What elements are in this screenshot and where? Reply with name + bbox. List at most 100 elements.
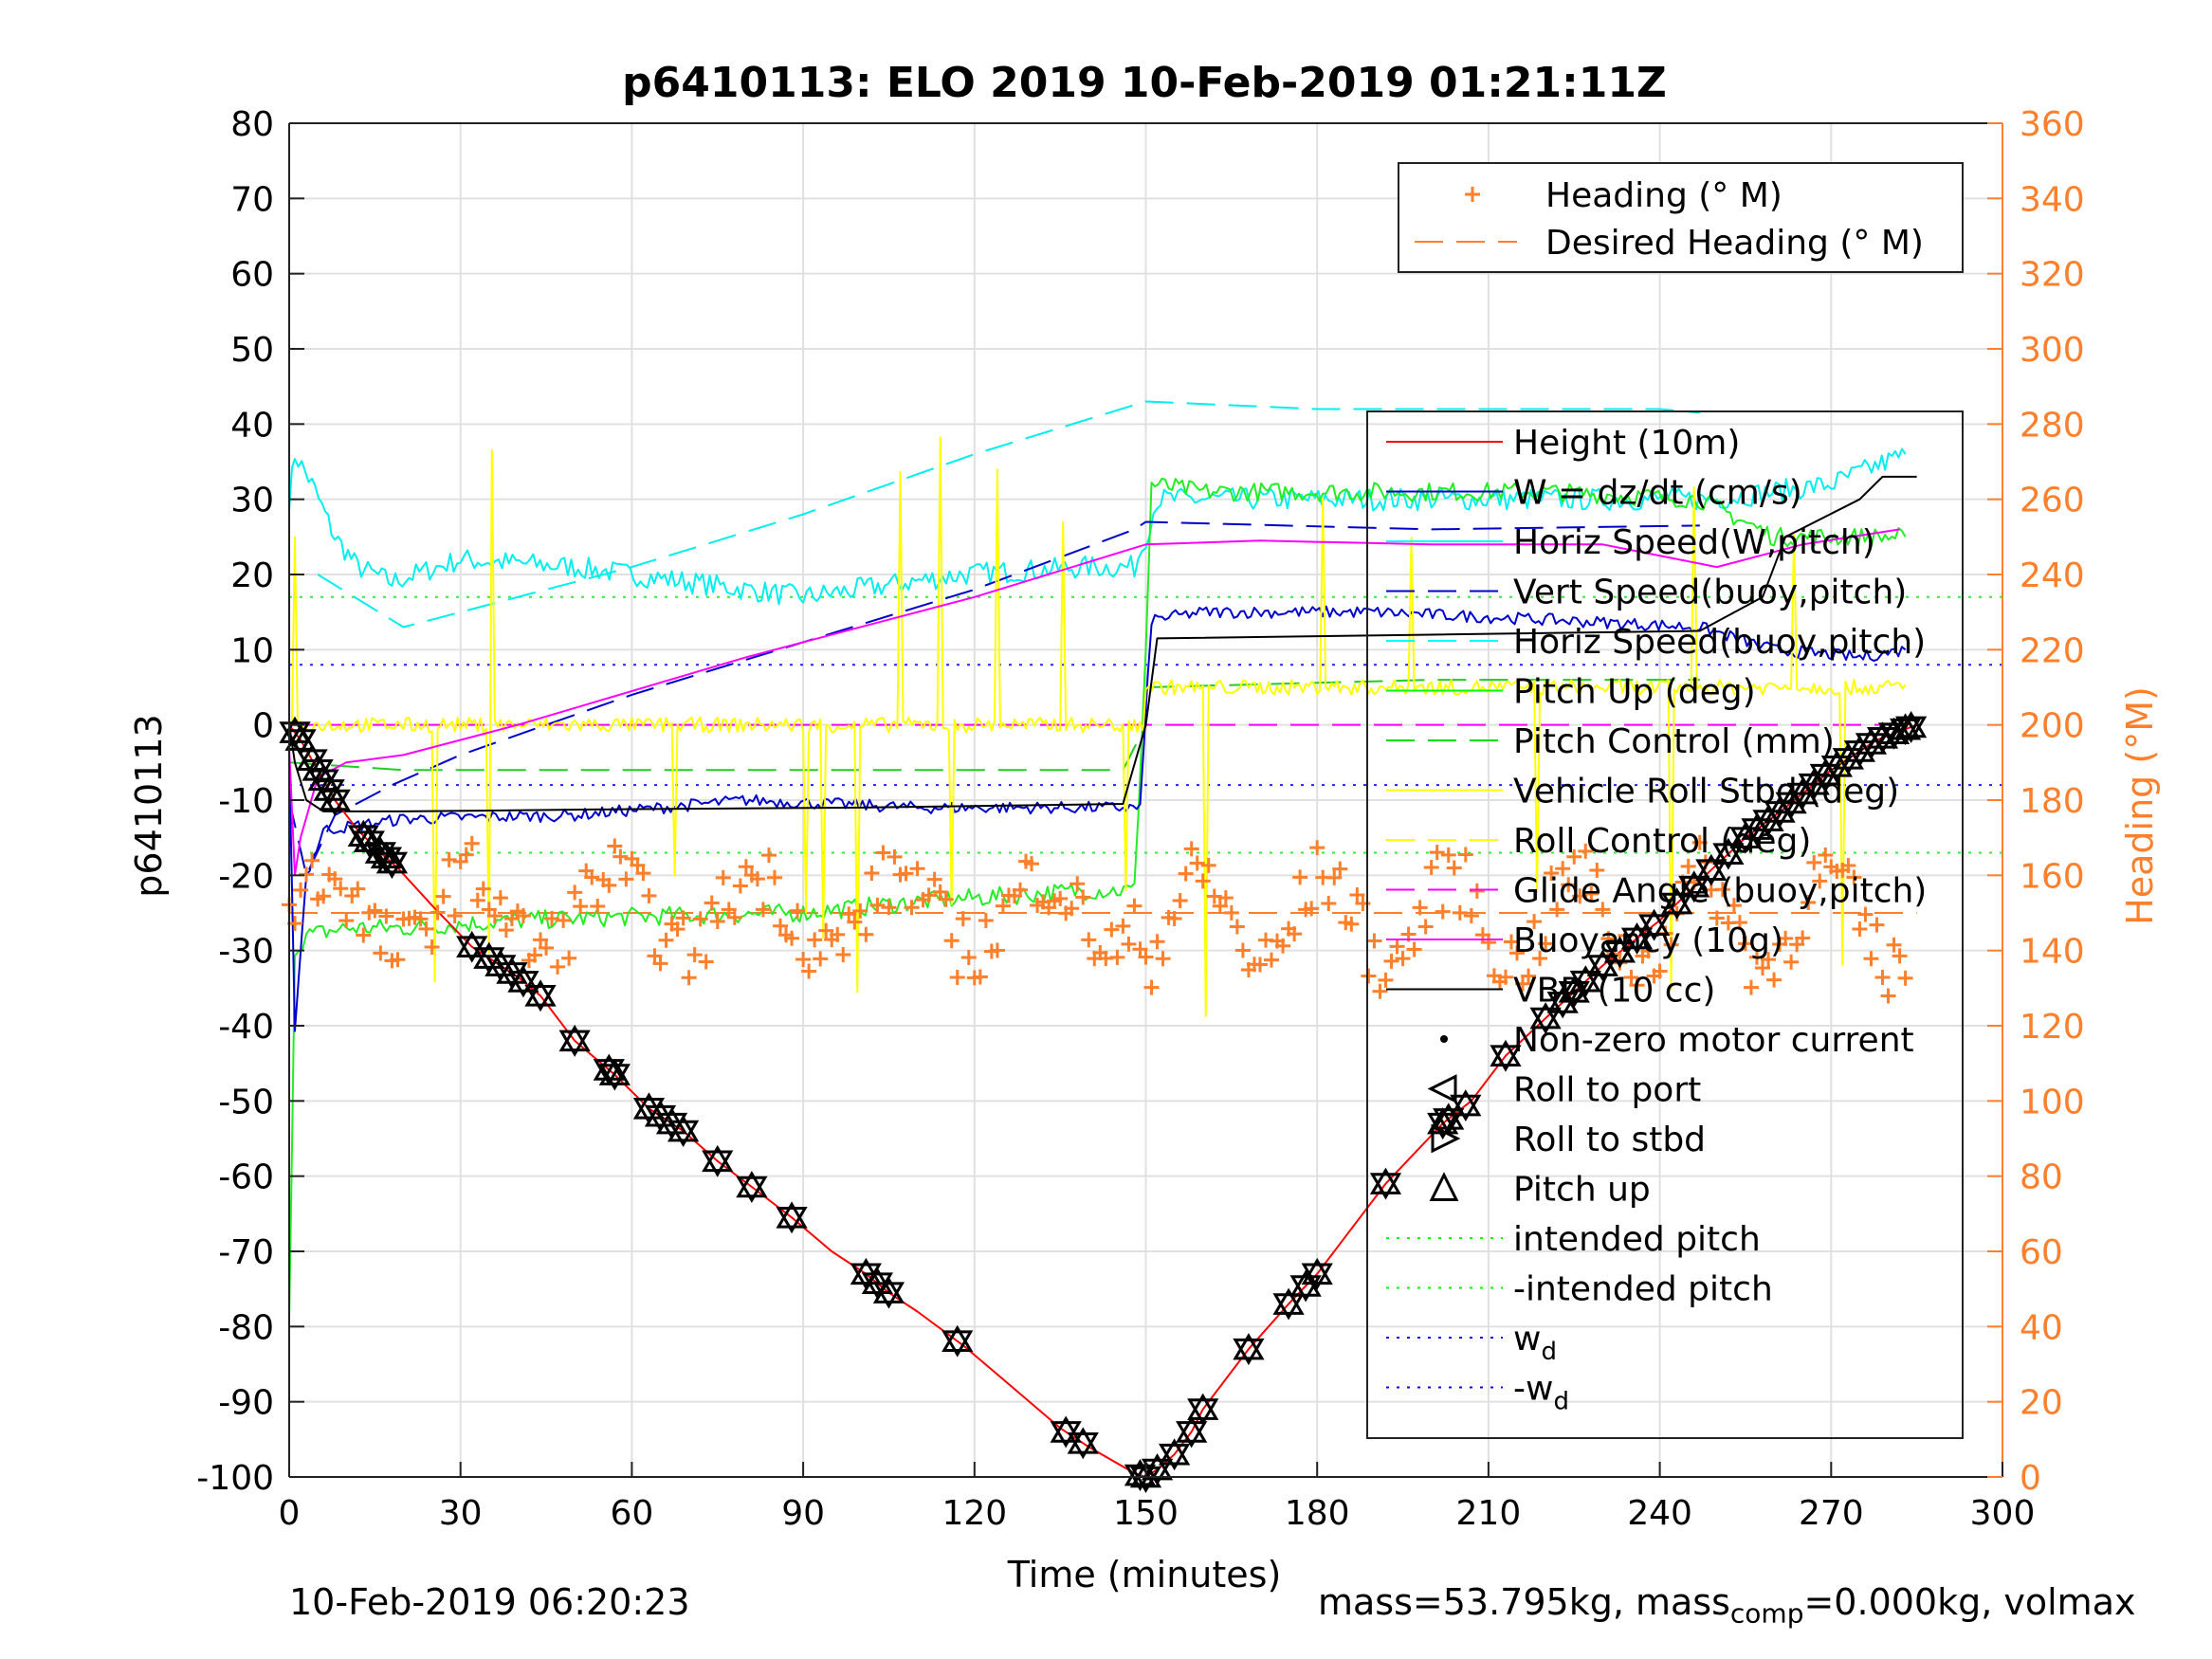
heading-marker bbox=[333, 881, 349, 897]
pitch-up-marker bbox=[1895, 710, 1928, 738]
legend-label-sub: d bbox=[1541, 1338, 1557, 1366]
heading-marker bbox=[1189, 855, 1205, 871]
pitch-up-marker bbox=[1620, 922, 1654, 950]
heading-marker bbox=[675, 910, 691, 926]
heading-markers bbox=[282, 834, 1913, 1004]
heading-marker bbox=[630, 857, 646, 873]
roll-marker bbox=[1586, 955, 1618, 982]
roll-marker bbox=[1546, 992, 1579, 1019]
roll-marker bbox=[1798, 773, 1830, 801]
heading-marker bbox=[1869, 917, 1885, 933]
heading-marker bbox=[556, 912, 572, 928]
pitch-up-marker bbox=[1695, 853, 1728, 881]
heading-marker bbox=[784, 930, 800, 946]
heading-marker bbox=[1344, 916, 1360, 932]
legend-label: -intended pitch bbox=[1513, 1270, 1773, 1309]
heading-marker bbox=[447, 908, 463, 924]
pitch-up-marker bbox=[1661, 887, 1693, 915]
legend-label: Pitch up bbox=[1513, 1171, 1651, 1210]
horiz-speed-w-line bbox=[288, 447, 1907, 606]
legend-label: Vehicle Roll Stbd (deg) bbox=[1513, 773, 1899, 811]
heading-marker bbox=[1229, 919, 1245, 935]
heading-marker bbox=[795, 952, 812, 968]
heading-marker bbox=[1166, 911, 1182, 927]
roll-marker bbox=[1569, 970, 1601, 998]
heading-marker bbox=[1223, 904, 1239, 921]
heading-marker bbox=[561, 950, 577, 966]
heading-marker bbox=[293, 882, 309, 898]
pitch-up-marker bbox=[1712, 837, 1745, 865]
roll-marker bbox=[702, 1150, 734, 1177]
heading-marker bbox=[584, 869, 600, 885]
heading-marker bbox=[647, 948, 663, 964]
plot-area bbox=[279, 400, 2002, 1493]
heading-marker bbox=[830, 926, 846, 942]
heading-marker bbox=[373, 945, 389, 961]
pitch-up-marker bbox=[1067, 1427, 1099, 1454]
legend-label: intended pitch bbox=[1513, 1220, 1761, 1259]
heading-marker bbox=[1183, 841, 1199, 857]
heading-marker bbox=[1623, 970, 1639, 986]
heading-marker bbox=[1121, 936, 1137, 952]
heading-marker bbox=[818, 922, 834, 939]
y-tick-label: -80 bbox=[218, 1308, 274, 1347]
roll-marker bbox=[1067, 1432, 1099, 1460]
heading-marker bbox=[418, 921, 434, 937]
heading-marker bbox=[1892, 948, 1908, 964]
y2-tick-label: 120 bbox=[2020, 1008, 2085, 1047]
pitch-up-marker bbox=[524, 979, 557, 1007]
roll-marker bbox=[1889, 718, 1922, 746]
heading-marker bbox=[1172, 893, 1188, 909]
heading-marker bbox=[1115, 918, 1131, 934]
heading-marker bbox=[1572, 888, 1588, 904]
heading-marker bbox=[486, 908, 503, 924]
roll-marker bbox=[1369, 1173, 1402, 1200]
heading-marker bbox=[1561, 877, 1577, 893]
heading-marker bbox=[692, 911, 708, 927]
heading-marker bbox=[1480, 935, 1496, 951]
legend-swatch bbox=[1440, 1035, 1448, 1043]
heading-marker bbox=[1332, 861, 1348, 877]
heading-marker bbox=[1737, 936, 1753, 952]
heading-marker bbox=[1457, 847, 1473, 863]
roll-marker bbox=[736, 1176, 768, 1203]
heading-marker bbox=[1663, 937, 1679, 953]
heading-marker bbox=[641, 887, 657, 903]
heading-marker bbox=[1052, 890, 1069, 906]
roll-marker bbox=[507, 971, 539, 998]
roll-marker bbox=[1233, 1338, 1265, 1366]
pitch-control-lo-line bbox=[288, 724, 1147, 772]
heading-marker bbox=[1463, 908, 1479, 924]
heading-marker bbox=[869, 897, 886, 913]
heading-marker bbox=[1897, 970, 1913, 986]
heading-marker bbox=[995, 898, 1011, 914]
x-tick-label: 60 bbox=[610, 1494, 653, 1533]
pitch-up-marker bbox=[1490, 1039, 1522, 1067]
heading-marker bbox=[612, 848, 629, 865]
pitch-up-marker bbox=[456, 930, 488, 957]
y-tick-label: 80 bbox=[230, 105, 274, 144]
heading-marker bbox=[760, 848, 777, 864]
y-tick-label: -20 bbox=[218, 857, 274, 896]
heading-marker bbox=[475, 881, 491, 897]
heading-marker bbox=[1423, 860, 1439, 875]
roll-marker bbox=[558, 1030, 591, 1057]
pitch-up-marker bbox=[558, 1024, 591, 1052]
heading-marker bbox=[841, 906, 857, 922]
heading-marker bbox=[1417, 919, 1434, 935]
heading-marker bbox=[1081, 932, 1097, 948]
heading-marker bbox=[356, 927, 372, 943]
legend-label: Glide Angle (buoy,pitch) bbox=[1513, 872, 1927, 911]
roll-marker bbox=[1450, 1094, 1482, 1122]
heading-marker bbox=[1555, 861, 1571, 877]
heading-marker bbox=[898, 866, 914, 882]
pitch-up-marker bbox=[1889, 713, 1922, 740]
heading-marker bbox=[527, 947, 543, 963]
y-tick-label: 50 bbox=[230, 331, 274, 370]
pitch-up-marker bbox=[375, 847, 409, 874]
x-tick-label: 120 bbox=[941, 1494, 1007, 1533]
pitch-up-marker bbox=[1176, 1415, 1208, 1443]
y2-tick-label: 280 bbox=[2020, 406, 2085, 445]
pitch-up-marker bbox=[1637, 908, 1671, 936]
pitch-up-marker bbox=[667, 1115, 700, 1142]
